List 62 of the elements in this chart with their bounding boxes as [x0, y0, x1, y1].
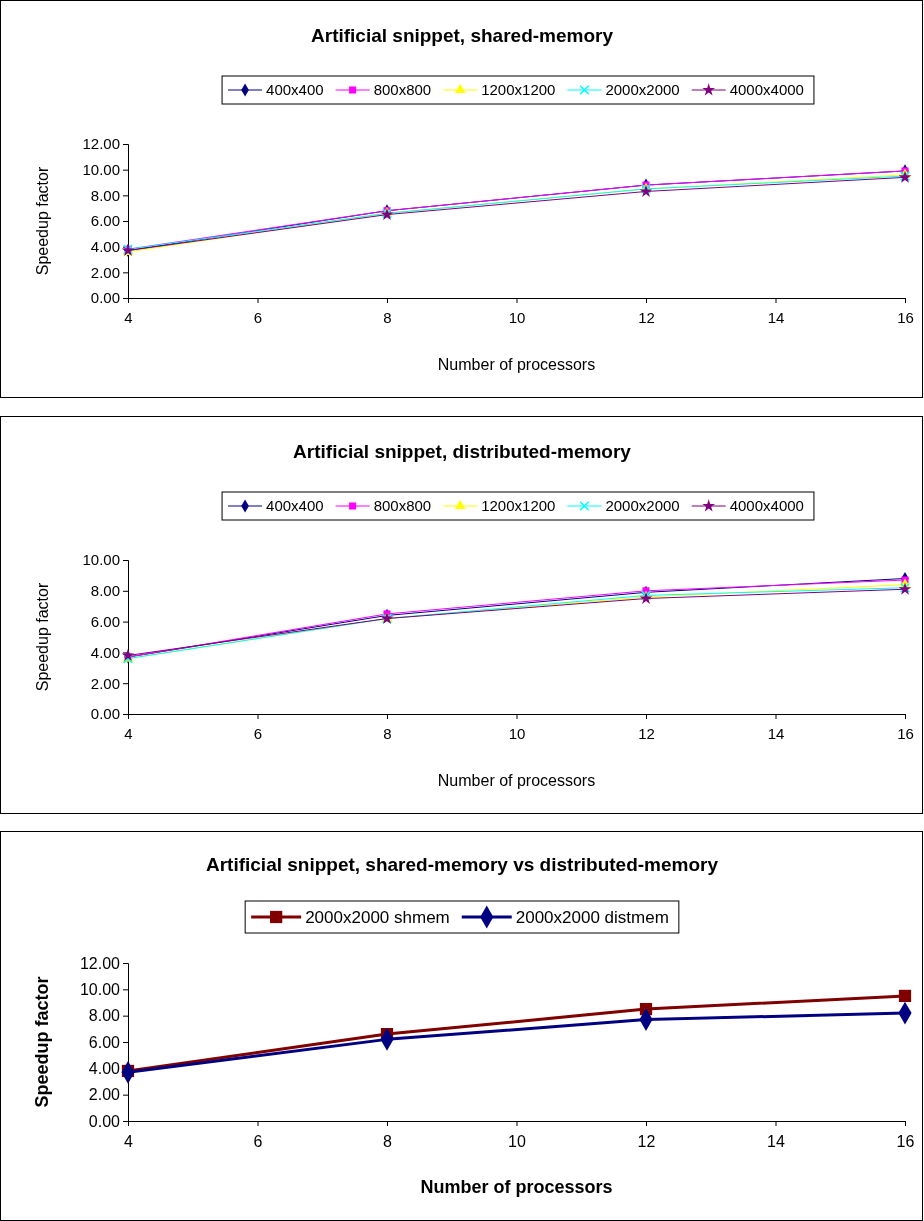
- x-tick-label: 8: [383, 1132, 393, 1150]
- legend-label: 400x400: [266, 497, 324, 515]
- y-tick-label: 12.00: [79, 954, 121, 972]
- x-tick-label: 8: [383, 308, 392, 326]
- y-tick-label: 10.00: [82, 160, 120, 178]
- y-tick-label: 0.00: [90, 289, 120, 307]
- legend-label: 400x400: [266, 81, 324, 99]
- x-tick-label: 8: [383, 724, 392, 742]
- x-tick-label: 4: [124, 308, 133, 326]
- legend-label: 2000x2000 shmem: [305, 907, 450, 927]
- x-tick-label: 10: [508, 308, 526, 326]
- x-tick-label: 16: [897, 308, 914, 326]
- x-tick-label: 6: [253, 308, 263, 326]
- y-tick-label: 12.00: [82, 135, 120, 153]
- x-tick-label: 14: [767, 1132, 785, 1150]
- x-tick-label: 12: [638, 724, 655, 742]
- y-tick-label: 10.00: [82, 551, 120, 569]
- x-tick-label: 12: [637, 1132, 656, 1150]
- x-tick-label: 6: [253, 724, 263, 742]
- x-tick-label: 4: [124, 1132, 134, 1150]
- y-tick-label: 10.00: [79, 980, 121, 998]
- y-tick-label: 6.00: [88, 1033, 121, 1051]
- x-tick-label: 10: [508, 1132, 526, 1150]
- x-tick-label: 10: [508, 724, 526, 742]
- legend-label: 2000x2000 distmem: [515, 907, 669, 927]
- legend-label: 1200x1200: [481, 81, 556, 99]
- y-tick-label: 4.00: [90, 237, 120, 255]
- y-tick-label: 6.00: [90, 612, 120, 630]
- x-axis-title: Number of processors: [437, 772, 596, 789]
- chart-title: Artificial snippet, shared-memory: [311, 25, 614, 46]
- y-tick-label: 0.00: [90, 705, 120, 723]
- chart-title: Artificial snippet, distributed-memory: [293, 441, 632, 462]
- chart-title: Artificial snippet, shared-memory vs distributed-memory: [205, 854, 719, 875]
- y-tick-label: 2.00: [88, 1086, 121, 1104]
- y-tick-label: 4.00: [90, 643, 120, 661]
- y-tick-label: 2.00: [90, 674, 120, 692]
- legend-label: 2000x2000: [605, 497, 680, 515]
- legend-label: 4000x4000: [729, 81, 804, 99]
- x-tick-label: 16: [897, 724, 914, 742]
- legend-label: 4000x4000: [729, 497, 804, 515]
- y-tick-label: 8.00: [90, 186, 120, 204]
- y-tick-label: 8.00: [88, 1007, 121, 1025]
- y-tick-label: 6.00: [90, 212, 120, 230]
- y-axis-title: Speedup factor: [34, 582, 51, 692]
- y-tick-label: 2.00: [90, 263, 120, 281]
- x-tick-label: 14: [767, 308, 785, 326]
- x-tick-label: 14: [767, 724, 785, 742]
- legend-label: 2000x2000: [605, 81, 680, 99]
- y-axis-title: Speedup factor: [34, 166, 51, 276]
- y-tick-label: 0.00: [88, 1112, 121, 1130]
- y-tick-label: 4.00: [88, 1059, 121, 1077]
- y-tick-label: 8.00: [90, 582, 120, 600]
- x-tick-label: 16: [896, 1132, 915, 1150]
- y-axis-title: Speedup factor: [32, 976, 52, 1108]
- x-tick-label: 4: [124, 724, 133, 742]
- x-tick-label: 6: [253, 1132, 263, 1150]
- legend-label: 800x800: [373, 81, 432, 99]
- x-axis-title: Number of processors: [437, 356, 596, 373]
- x-axis-title: Number of processors: [420, 1177, 613, 1197]
- x-tick-label: 12: [638, 308, 655, 326]
- legend-label: 800x800: [373, 497, 432, 515]
- legend-label: 1200x1200: [481, 497, 556, 515]
